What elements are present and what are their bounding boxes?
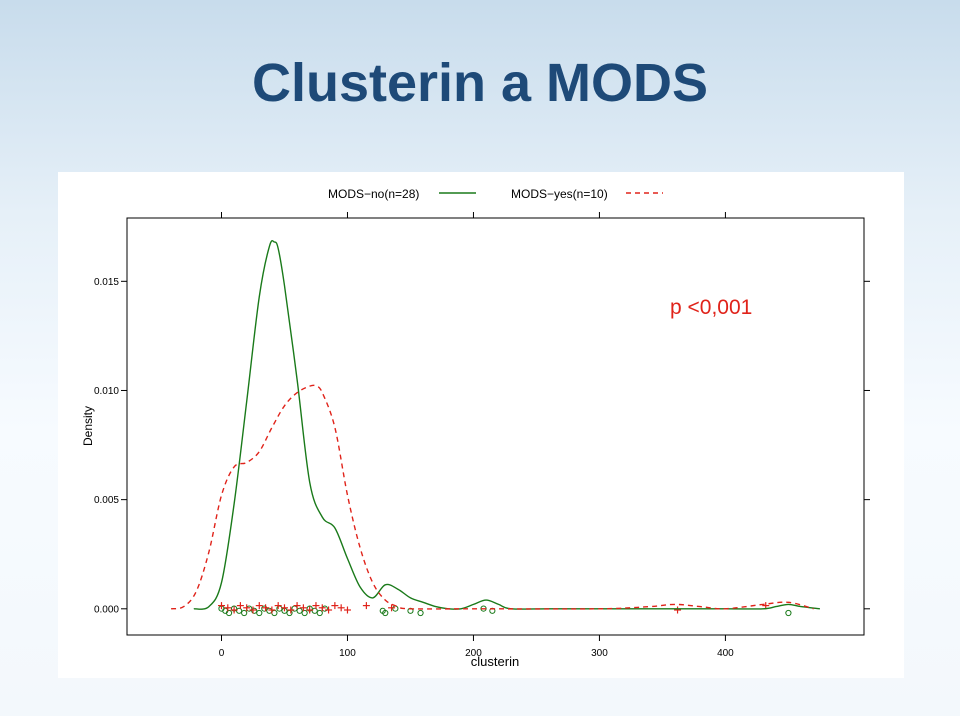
x-tick-label: 100 bbox=[339, 648, 356, 659]
rug-marks bbox=[217, 602, 792, 617]
rug-point-no bbox=[392, 605, 399, 612]
rug-point-no bbox=[251, 607, 258, 614]
rug-point-no bbox=[261, 605, 268, 612]
y-tick-label: 0.005 bbox=[94, 495, 119, 506]
rug-point-no bbox=[225, 609, 233, 617]
plot-frame bbox=[126, 217, 865, 636]
y-axis-label: Density bbox=[81, 406, 95, 446]
y-tick-label: 0.000 bbox=[94, 604, 119, 615]
rug-point-no bbox=[256, 609, 263, 617]
axis-ticks: 0 100 200 300 400 0.000 0.005 0.010 0.015 bbox=[94, 212, 870, 659]
density-figure: 0 100 200 300 400 0.000 0.005 0.010 0.015 MODS−n… bbox=[58, 172, 904, 678]
rug-point-no bbox=[296, 607, 303, 614]
rug-point-no bbox=[271, 609, 278, 617]
p-value-annotation: p <0,001 bbox=[670, 296, 752, 319]
rug-point-no bbox=[382, 609, 389, 617]
rug-point-no bbox=[266, 607, 273, 614]
rug-point-no bbox=[236, 607, 243, 614]
rug-point-no bbox=[301, 609, 308, 617]
y-tick-label: 0.015 bbox=[94, 277, 119, 288]
slide-title: Clusterin a MODS bbox=[251, 53, 709, 113]
density-curves bbox=[170, 239, 820, 610]
density-chart: 0 100 200 300 400 0.000 0.005 0.010 0.015 MODS−n… bbox=[81, 187, 870, 669]
legend-label-yes: MODS−yes(n=10) bbox=[511, 187, 608, 201]
y-tick-label: 0.010 bbox=[94, 386, 119, 397]
rug-point-no bbox=[311, 607, 318, 614]
rug-point-no bbox=[316, 609, 323, 617]
density-line-no bbox=[193, 239, 820, 610]
legend: MODS−no(n=28) MODS−yes(n=10) bbox=[328, 187, 663, 201]
rug-point-no bbox=[417, 609, 424, 617]
x-tick-label: 400 bbox=[717, 648, 734, 659]
density-line-yes bbox=[170, 384, 814, 610]
x-tick-label: 200 bbox=[465, 648, 482, 659]
rug-point-no bbox=[241, 609, 248, 617]
rug-point-no bbox=[785, 609, 792, 617]
x-tick-label: 0 bbox=[219, 648, 225, 659]
x-tick-label: 300 bbox=[591, 648, 608, 659]
legend-label-no: MODS−no(n=28) bbox=[328, 187, 419, 201]
x-axis-label: clusterin bbox=[471, 654, 519, 669]
